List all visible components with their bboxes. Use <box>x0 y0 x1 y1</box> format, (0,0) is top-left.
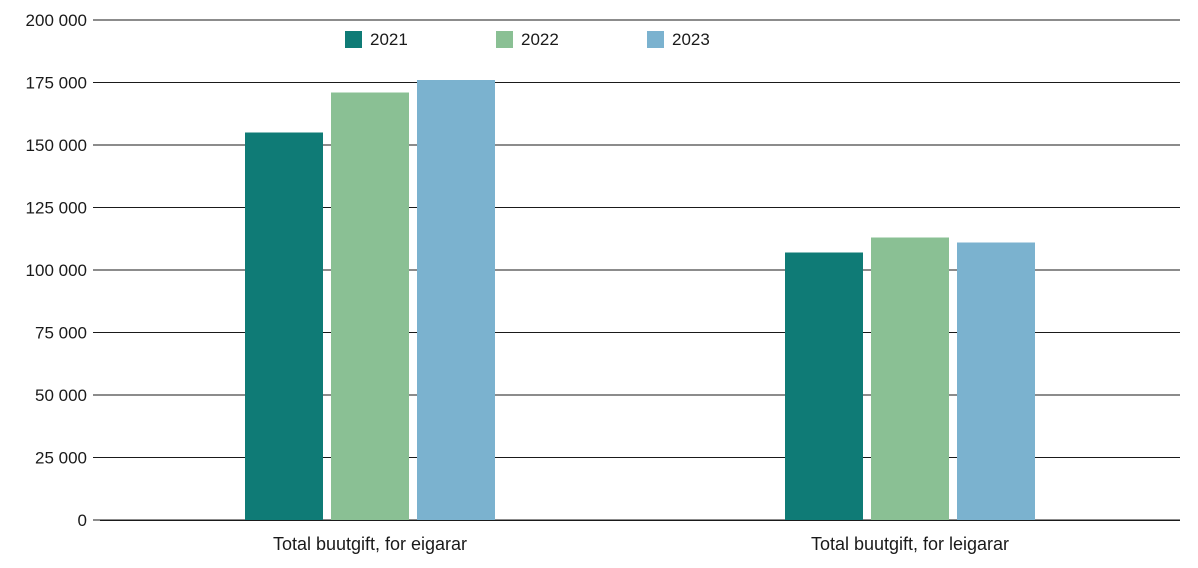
legend-swatch <box>496 31 513 48</box>
legend-swatch <box>647 31 664 48</box>
bar <box>957 243 1035 521</box>
chart-container: 0 25 000 50 000 75 000 100 000 125 000 150 000… <box>0 0 1198 568</box>
legend-swatch <box>345 31 362 48</box>
y-tick-label: 125 000 <box>26 199 87 218</box>
category-label: Total buutgift, for leigarar <box>811 534 1009 554</box>
y-tick-label: 100 000 <box>26 261 87 280</box>
bar <box>785 253 863 521</box>
legend-label: 2022 <box>521 30 559 49</box>
bar <box>245 133 323 521</box>
bar-chart: 0 25 000 50 000 75 000 100 000 125 000 150 000… <box>0 0 1198 568</box>
bar <box>871 238 949 521</box>
y-tick-label: 200 000 <box>26 11 87 30</box>
bar <box>331 93 409 521</box>
y-tick-label: 150 000 <box>26 136 87 155</box>
y-tick-label: 175 000 <box>26 74 87 93</box>
y-tick-label: 25 000 <box>35 449 87 468</box>
y-tick-label: 0 <box>78 511 87 530</box>
y-tick-label: 75 000 <box>35 324 87 343</box>
legend-label: 2021 <box>370 30 408 49</box>
y-tick-label: 50 000 <box>35 386 87 405</box>
category-label: Total buutgift, for eigarar <box>273 534 467 554</box>
bar <box>417 80 495 520</box>
legend-label: 2023 <box>672 30 710 49</box>
